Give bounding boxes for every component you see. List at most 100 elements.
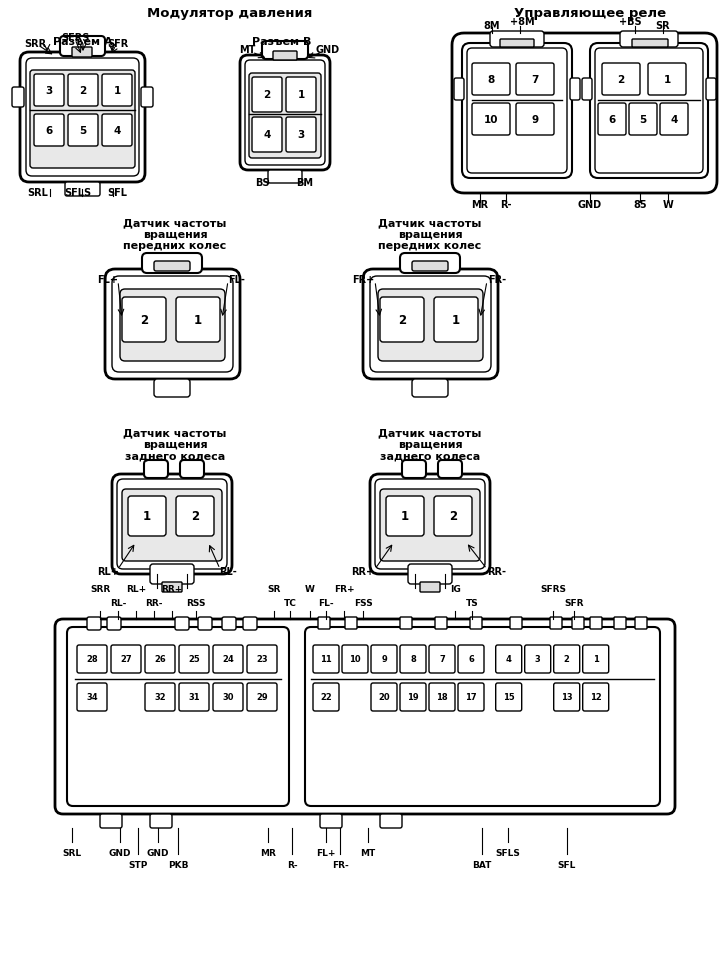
FancyBboxPatch shape xyxy=(458,684,484,711)
FancyBboxPatch shape xyxy=(245,61,325,166)
FancyBboxPatch shape xyxy=(598,104,626,136)
Text: BS: BS xyxy=(254,178,269,188)
FancyBboxPatch shape xyxy=(150,814,172,828)
FancyBboxPatch shape xyxy=(706,79,716,101)
Text: 20: 20 xyxy=(378,692,390,702)
FancyBboxPatch shape xyxy=(313,684,339,711)
FancyBboxPatch shape xyxy=(400,684,426,711)
FancyBboxPatch shape xyxy=(620,32,678,48)
FancyBboxPatch shape xyxy=(648,64,686,96)
Text: MR: MR xyxy=(471,200,489,210)
Text: TC: TC xyxy=(283,599,296,608)
FancyBboxPatch shape xyxy=(141,88,153,108)
FancyBboxPatch shape xyxy=(243,617,257,631)
FancyBboxPatch shape xyxy=(342,645,368,673)
Text: Датчик частоты
вращения
заднего колеса: Датчик частоты вращения заднего колеса xyxy=(378,427,482,461)
FancyBboxPatch shape xyxy=(554,684,580,711)
Text: PKB: PKB xyxy=(168,860,188,869)
FancyBboxPatch shape xyxy=(378,289,483,362)
FancyBboxPatch shape xyxy=(313,645,339,673)
FancyBboxPatch shape xyxy=(100,814,122,828)
Text: 4: 4 xyxy=(263,130,270,141)
Text: 10: 10 xyxy=(484,114,498,125)
FancyBboxPatch shape xyxy=(582,79,592,101)
FancyBboxPatch shape xyxy=(412,379,448,398)
FancyBboxPatch shape xyxy=(590,617,602,630)
FancyBboxPatch shape xyxy=(213,645,243,673)
Text: 25: 25 xyxy=(188,655,200,664)
FancyBboxPatch shape xyxy=(213,684,243,711)
Text: SR: SR xyxy=(268,585,281,594)
Text: RL+: RL+ xyxy=(126,585,146,594)
Text: RL-: RL- xyxy=(110,599,127,608)
Text: +8M: +8M xyxy=(510,17,534,27)
FancyBboxPatch shape xyxy=(490,32,544,48)
Text: FL-: FL- xyxy=(228,275,245,285)
Text: 2: 2 xyxy=(263,90,270,101)
Text: SFR: SFR xyxy=(108,39,129,49)
Text: Разъем B: Разъем B xyxy=(252,37,312,47)
FancyBboxPatch shape xyxy=(305,627,660,806)
Text: SFL: SFL xyxy=(107,188,127,198)
Text: GND: GND xyxy=(108,848,132,857)
FancyBboxPatch shape xyxy=(240,56,330,171)
FancyBboxPatch shape xyxy=(380,297,424,342)
Text: 34: 34 xyxy=(86,692,98,702)
FancyBboxPatch shape xyxy=(554,645,580,673)
FancyBboxPatch shape xyxy=(179,645,209,673)
FancyBboxPatch shape xyxy=(629,104,657,136)
FancyBboxPatch shape xyxy=(458,645,484,673)
Text: 7: 7 xyxy=(439,655,445,664)
FancyBboxPatch shape xyxy=(570,79,580,101)
FancyBboxPatch shape xyxy=(452,34,717,194)
Text: SFR: SFR xyxy=(564,599,583,608)
FancyBboxPatch shape xyxy=(252,78,282,112)
Text: FSS: FSS xyxy=(354,599,372,608)
Text: 23: 23 xyxy=(256,655,268,664)
Text: STP: STP xyxy=(128,860,147,869)
Text: SFLS: SFLS xyxy=(64,188,92,198)
FancyBboxPatch shape xyxy=(12,88,24,108)
FancyBboxPatch shape xyxy=(286,118,316,153)
FancyBboxPatch shape xyxy=(438,461,462,478)
FancyBboxPatch shape xyxy=(65,183,100,197)
FancyBboxPatch shape xyxy=(34,114,64,147)
FancyBboxPatch shape xyxy=(198,617,212,631)
FancyBboxPatch shape xyxy=(154,262,190,272)
Text: SRL: SRL xyxy=(27,188,48,198)
Text: 1: 1 xyxy=(143,510,151,523)
FancyBboxPatch shape xyxy=(371,684,397,711)
FancyBboxPatch shape xyxy=(496,645,522,673)
FancyBboxPatch shape xyxy=(635,617,647,630)
FancyBboxPatch shape xyxy=(472,64,510,96)
FancyBboxPatch shape xyxy=(145,684,175,711)
FancyBboxPatch shape xyxy=(247,684,277,711)
FancyBboxPatch shape xyxy=(363,270,498,379)
FancyBboxPatch shape xyxy=(408,564,452,585)
Text: Управляющее реле: Управляющее реле xyxy=(514,8,666,21)
FancyBboxPatch shape xyxy=(145,645,175,673)
Text: 13: 13 xyxy=(561,692,573,702)
FancyBboxPatch shape xyxy=(583,645,609,673)
FancyBboxPatch shape xyxy=(105,270,240,379)
FancyBboxPatch shape xyxy=(516,104,554,136)
FancyBboxPatch shape xyxy=(400,617,412,630)
FancyBboxPatch shape xyxy=(590,44,708,179)
FancyBboxPatch shape xyxy=(176,497,214,537)
FancyBboxPatch shape xyxy=(112,277,233,373)
Text: GND: GND xyxy=(147,848,169,857)
Text: 4: 4 xyxy=(670,114,677,125)
Text: GND: GND xyxy=(578,200,602,210)
Text: 8: 8 xyxy=(487,75,495,85)
Text: RL+: RL+ xyxy=(97,566,119,576)
FancyBboxPatch shape xyxy=(400,645,426,673)
FancyBboxPatch shape xyxy=(154,379,190,398)
Text: 2: 2 xyxy=(80,86,87,96)
FancyBboxPatch shape xyxy=(176,297,220,342)
FancyBboxPatch shape xyxy=(26,59,139,177)
Text: 6: 6 xyxy=(46,126,53,136)
Text: 26: 26 xyxy=(154,655,166,664)
Text: 1: 1 xyxy=(114,86,121,96)
Text: FL-: FL- xyxy=(318,599,334,608)
FancyBboxPatch shape xyxy=(320,814,342,828)
